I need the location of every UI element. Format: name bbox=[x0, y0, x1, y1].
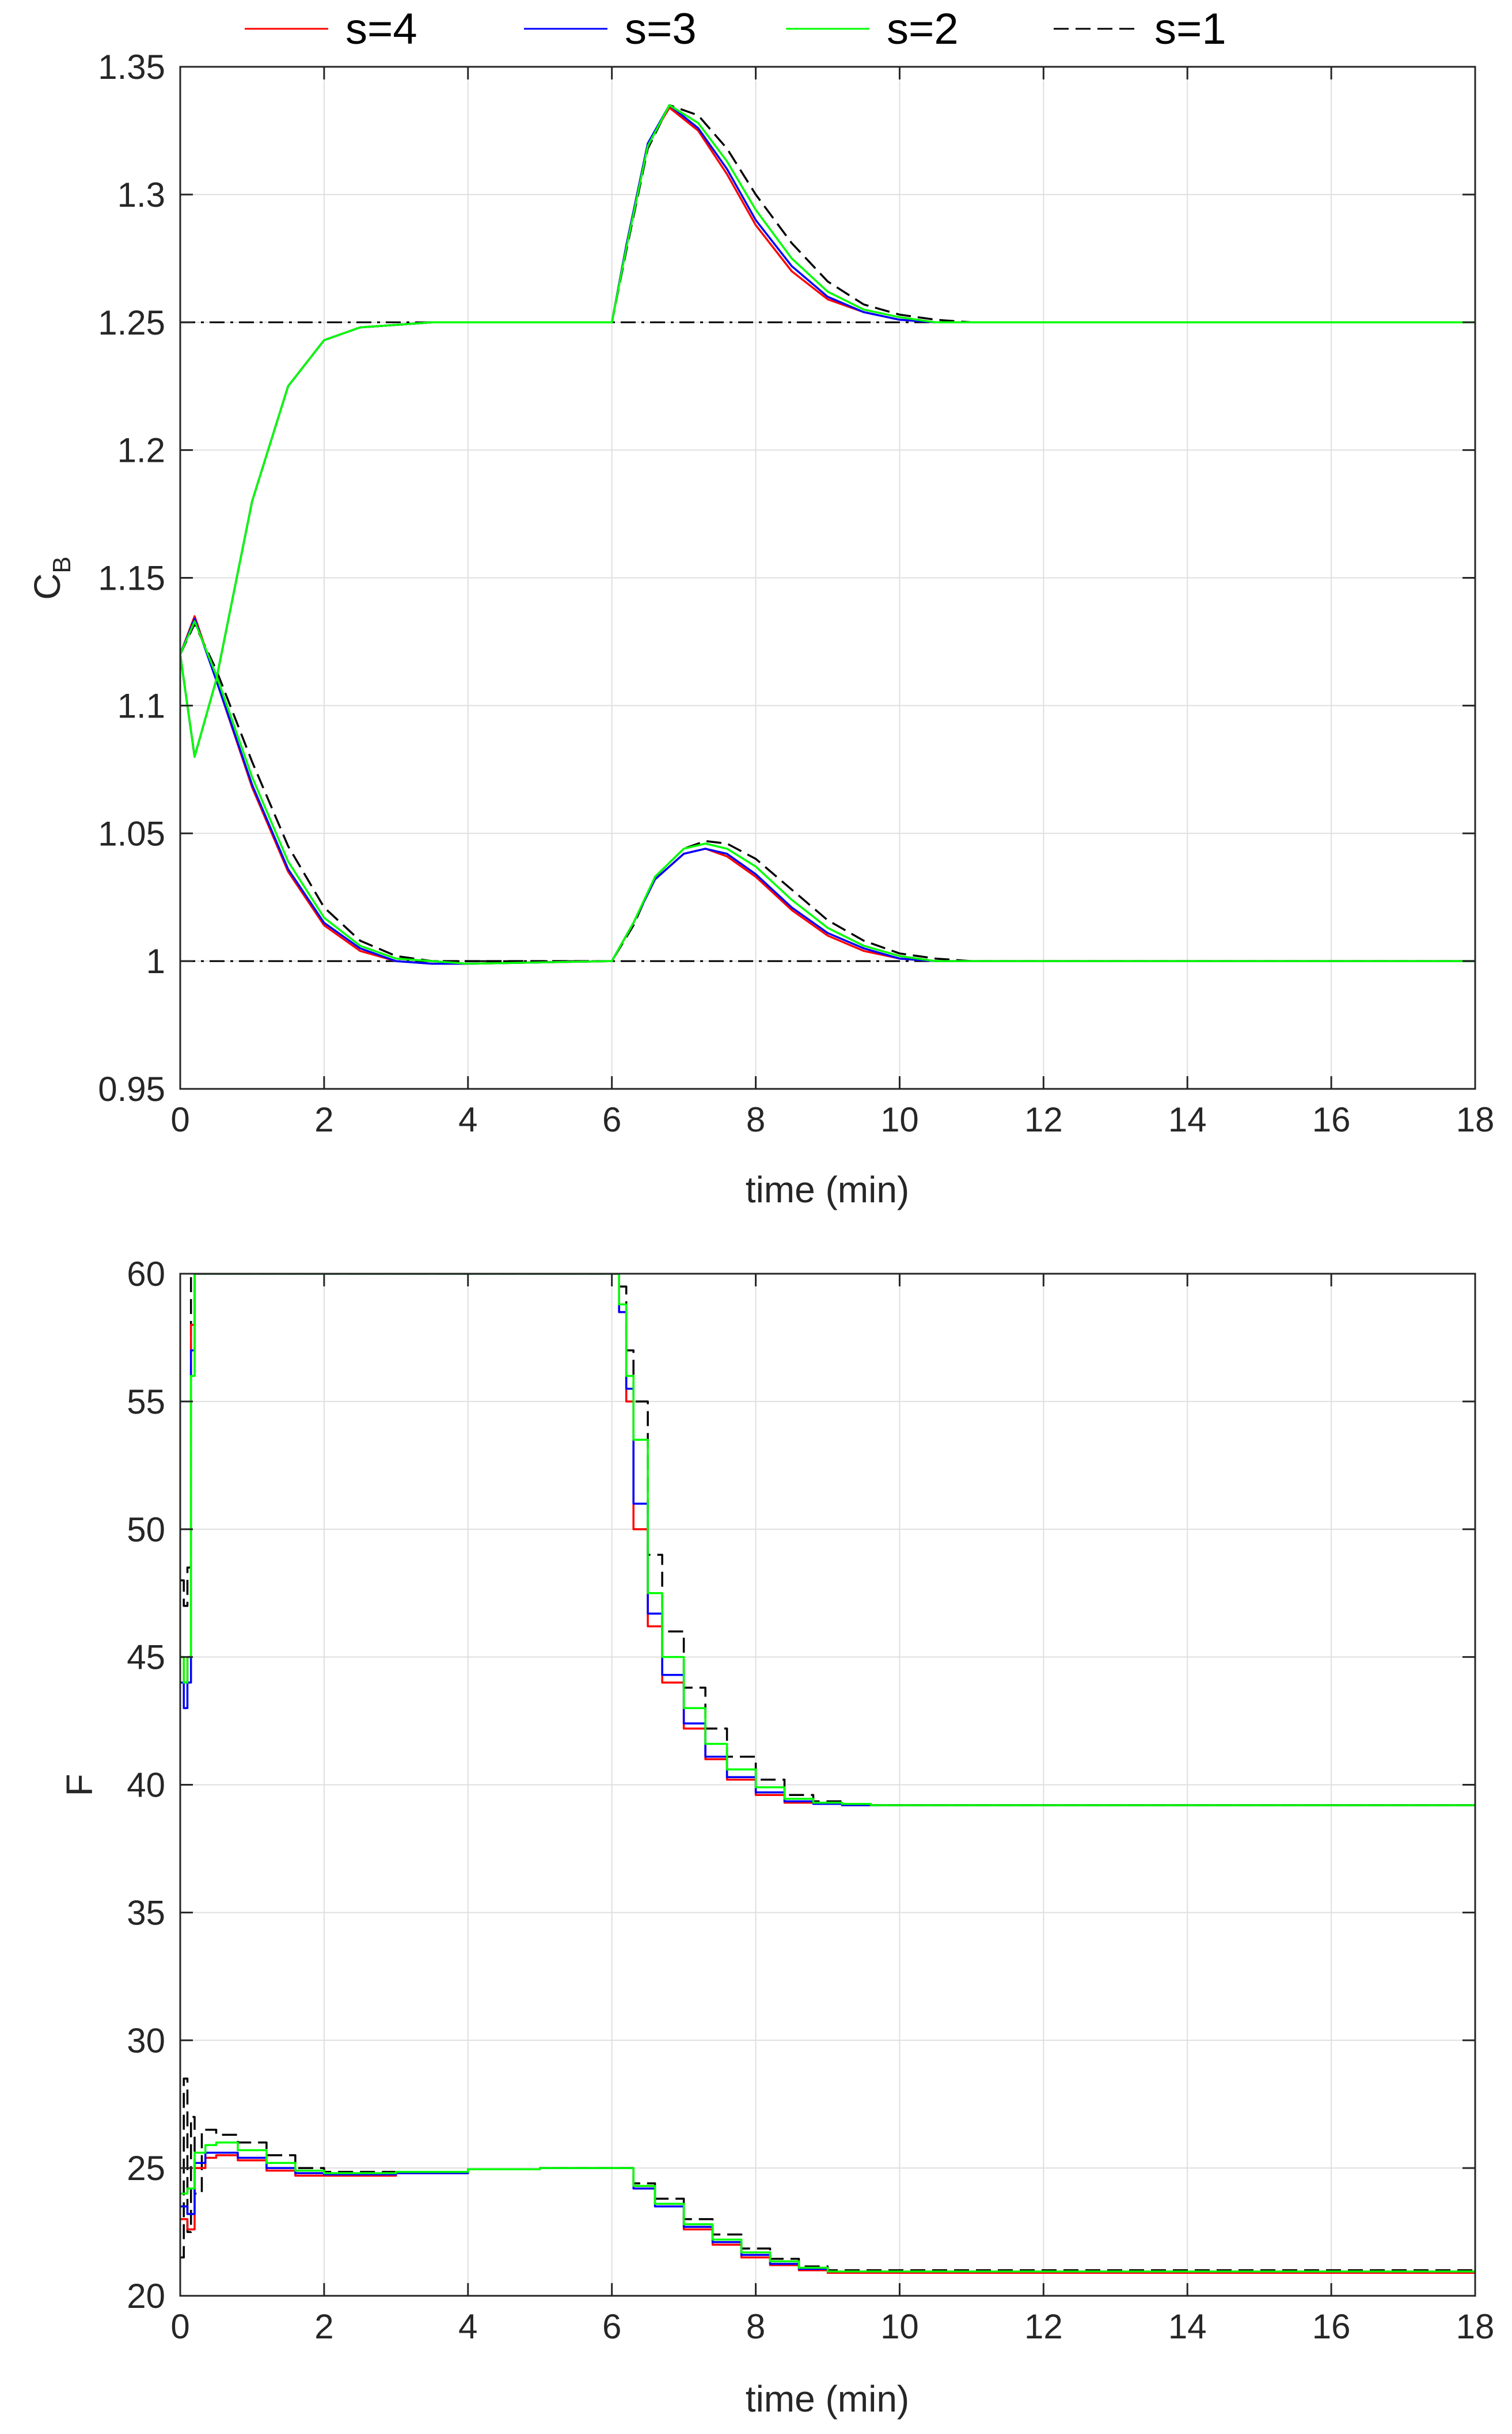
y-axis-label: F bbox=[59, 1774, 100, 1796]
x-tick-label: 8 bbox=[746, 2307, 765, 2346]
x-tick-label: 18 bbox=[1456, 2307, 1495, 2346]
x-tick-label: 16 bbox=[1312, 1100, 1351, 1139]
x-tick-label: 18 bbox=[1456, 1100, 1495, 1139]
f-chart: 0 2 4 6 8 10 12 14 16 18 20 25 30 35 40 45 50 55 60 time (… bbox=[59, 1255, 1494, 2420]
y-tick-label: 20 bbox=[127, 2277, 165, 2315]
x-axis-label: time (min) bbox=[746, 1169, 909, 1210]
y-tick-label: 30 bbox=[127, 2021, 165, 2060]
x-tick-label: 14 bbox=[1168, 2307, 1207, 2346]
legend-label: s=3 bbox=[625, 5, 697, 54]
y-axis-label: CB bbox=[26, 556, 76, 600]
y-tick-label: 35 bbox=[127, 1893, 165, 1932]
y-tick-label: 1.1 bbox=[117, 686, 165, 725]
x-tick-label: 10 bbox=[880, 2307, 919, 2346]
y-axis-label-subscript: B bbox=[48, 556, 76, 573]
x-axis-label: time (min) bbox=[746, 2378, 909, 2420]
y-tick-label: 1.2 bbox=[117, 431, 165, 470]
y-tick-label: 45 bbox=[127, 1638, 165, 1677]
x-tick-label: 0 bbox=[170, 1100, 189, 1139]
x-tick-label: 16 bbox=[1312, 2307, 1351, 2346]
series-line-s2-high bbox=[180, 1274, 1475, 1806]
y-axis-label-main: C bbox=[26, 574, 68, 600]
y-tick-label: 25 bbox=[127, 2149, 165, 2188]
legend-label: s=1 bbox=[1154, 5, 1226, 54]
x-tick-label: 12 bbox=[1024, 2307, 1063, 2346]
y-tick-label: 1.25 bbox=[98, 303, 165, 342]
series-line-s2-high bbox=[180, 104, 1475, 758]
series-line-s2-low bbox=[180, 620, 1475, 965]
y-tick-label: 0.95 bbox=[98, 1070, 165, 1108]
y-tick-label: 1.3 bbox=[117, 176, 165, 214]
tick-labels: 0 2 4 6 8 10 12 14 16 18 20 25 30 35 40 45 50 55 60 bbox=[127, 1255, 1494, 2346]
x-tick-label: 2 bbox=[314, 2307, 333, 2346]
series-lines bbox=[180, 1274, 1475, 2274]
x-tick-label: 4 bbox=[458, 1100, 477, 1139]
x-tick-label: 14 bbox=[1168, 1100, 1207, 1139]
x-tick-label: 4 bbox=[458, 2307, 477, 2346]
legend-label: s=2 bbox=[887, 5, 959, 54]
y-tick-label: 55 bbox=[127, 1383, 165, 1421]
series-line-s2-low bbox=[180, 2141, 1475, 2273]
y-tick-label: 1.05 bbox=[98, 814, 165, 853]
x-tick-label: 12 bbox=[1024, 1100, 1063, 1139]
y-tick-label: 60 bbox=[127, 1255, 165, 1293]
x-tick-label: 0 bbox=[170, 2307, 189, 2346]
x-tick-label: 10 bbox=[880, 1100, 919, 1139]
x-tick-label: 2 bbox=[314, 1100, 333, 1139]
y-tick-label: 1.35 bbox=[98, 48, 165, 86]
x-tick-label: 6 bbox=[602, 2307, 621, 2346]
y-tick-label: 1.15 bbox=[98, 559, 165, 598]
legend: s=4 s=3 s=2 s=1 bbox=[245, 5, 1226, 54]
series-lines bbox=[180, 104, 1475, 965]
legend-label: s=4 bbox=[345, 5, 417, 54]
tick-labels: 0 2 4 6 8 10 12 14 16 18 0.95 1 1.05 1.1 1.15 1.2 1.25 1.… bbox=[98, 48, 1494, 1139]
cb-chart: 0 2 4 6 8 10 12 14 16 18 0.95 1 1.05 1.1 1.15 1.2 1.25 1.… bbox=[26, 48, 1494, 1210]
y-tick-label: 1 bbox=[146, 942, 165, 981]
x-tick-label: 6 bbox=[602, 1100, 621, 1139]
series-line-s1-low bbox=[180, 2078, 1475, 2273]
y-tick-label: 50 bbox=[127, 1510, 165, 1549]
y-tick-label: 40 bbox=[127, 1766, 165, 1805]
x-tick-label: 8 bbox=[746, 1100, 765, 1139]
